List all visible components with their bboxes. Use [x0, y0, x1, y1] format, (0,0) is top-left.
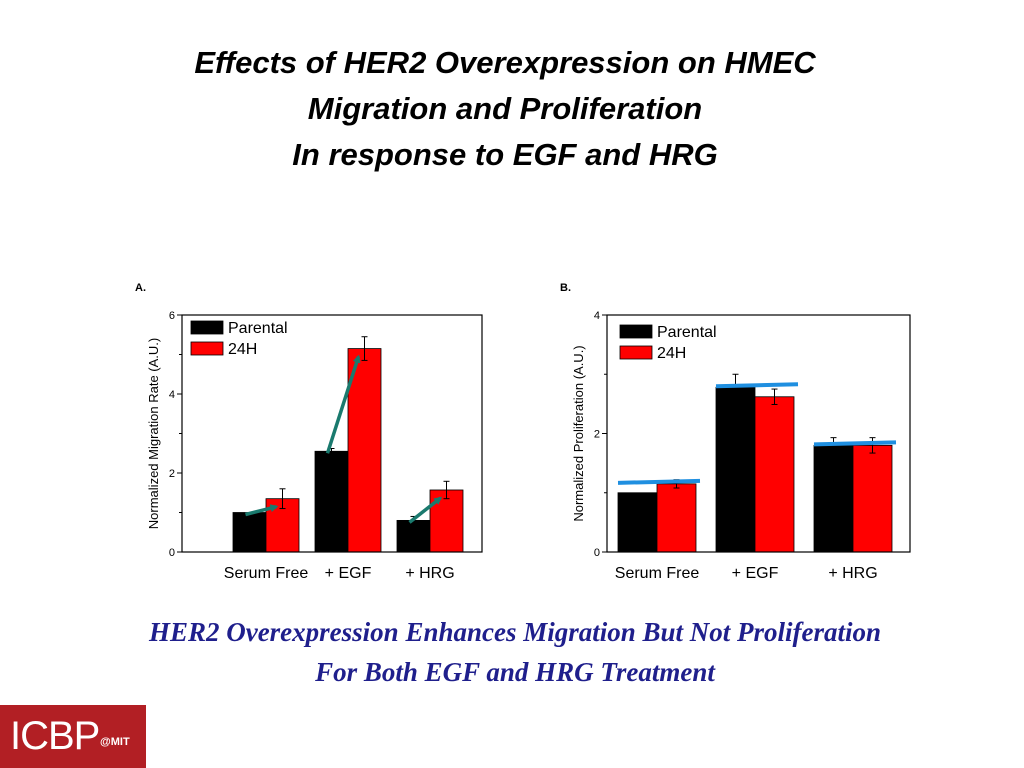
legend-swatch	[619, 324, 653, 339]
icbp-logo: ICBP @MIT	[0, 705, 146, 768]
error-bar	[361, 336, 368, 361]
slide-title: Effects of HER2 Overexpression on HMEC M…	[0, 40, 1010, 178]
bar-24h-0	[656, 483, 697, 553]
bar-parental-2	[396, 519, 431, 553]
error-bar	[279, 488, 286, 510]
x-tick-label: + HRG	[405, 565, 454, 582]
legend-swatch	[190, 320, 224, 335]
legend: Parental 24H	[190, 320, 288, 358]
logo-subtext: @MIT	[100, 736, 130, 748]
bar-24h-2	[852, 444, 893, 553]
x-tick-label: + EGF	[732, 565, 779, 582]
x-tick-label: + HRG	[828, 565, 877, 582]
caption-line-2: For Both EGF and HRG Treatment	[315, 657, 715, 687]
y-tick-label: 6	[169, 310, 175, 322]
error-bar	[869, 437, 876, 454]
title-line-1: Effects of HER2 Overexpression on HMEC	[194, 45, 816, 80]
y-tick-label: 0	[169, 547, 175, 559]
legend-swatch	[190, 341, 224, 356]
x-tick-label: Serum Free	[224, 565, 309, 582]
trend-line	[617, 478, 701, 485]
panel-label: A.	[135, 282, 146, 294]
legend: Parental 24H	[619, 324, 717, 362]
bar-24h-1	[754, 396, 795, 553]
bar-24h-1	[347, 348, 382, 553]
y-axis-label: Normalized Proliferation (A.U.)	[571, 345, 586, 521]
y-axis-label: Normalized Migration Rate (A.U.)	[146, 338, 161, 529]
error-bar	[443, 480, 450, 500]
trend-line	[715, 382, 799, 389]
slide-caption: HER2 Overexpression Enhances Migration B…	[0, 612, 1024, 692]
bar-parental-2	[813, 444, 854, 553]
proliferation-chart: B. Serum Free + EGF + HRG 0 2 4 Normalized Prol…	[560, 282, 911, 582]
y-tick-label: 0	[594, 547, 600, 559]
bar-parental-1	[314, 450, 349, 553]
legend-swatch	[619, 345, 653, 360]
panel-label: B.	[560, 282, 571, 294]
bar-parental-0	[617, 492, 658, 553]
trend-line	[813, 440, 897, 447]
x-tick-label: Serum Free	[615, 565, 700, 582]
bar-24h-2	[429, 489, 464, 553]
legend-label: Parental	[228, 320, 288, 337]
y-tick-label: 2	[594, 429, 600, 441]
legend-label: 24H	[228, 341, 257, 358]
title-line-3: In response to EGF and HRG	[292, 137, 718, 172]
migration-chart: A. Serum Free + EGF + HRG 0 2 4 6 Normalized Mig…	[135, 282, 483, 582]
legend-label: 24H	[657, 345, 686, 362]
caption-line-1: HER2 Overexpression Enhances Migration B…	[148, 617, 882, 647]
y-tick-label: 4	[594, 310, 600, 322]
y-tick-label: 2	[169, 468, 175, 480]
trend-arrow	[245, 504, 279, 517]
title-line-2: Migration and Proliferation	[307, 91, 703, 126]
legend-label: Parental	[657, 324, 717, 341]
trend-arrow	[325, 354, 361, 454]
y-tick-label: 4	[169, 389, 175, 401]
x-tick-label: + EGF	[325, 565, 372, 582]
bar-parental-1	[715, 386, 756, 553]
bar-parental-0	[232, 512, 267, 553]
logo-text: ICBP	[10, 714, 100, 758]
trend-arrow	[408, 496, 443, 524]
error-bar	[771, 388, 778, 405]
